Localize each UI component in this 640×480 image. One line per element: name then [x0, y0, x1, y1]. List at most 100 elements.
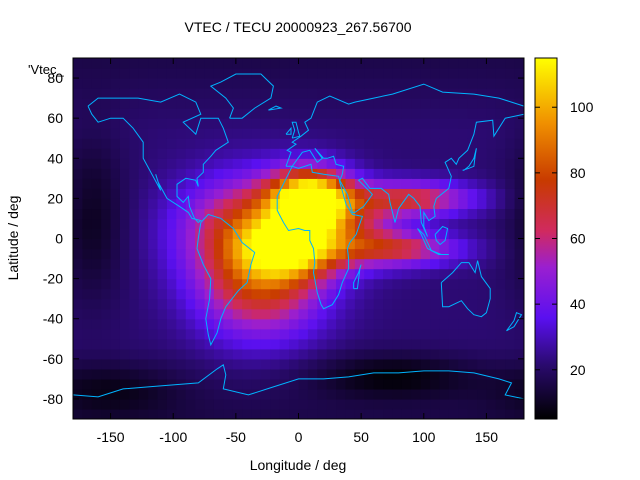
- heatmap-cell: [260, 178, 271, 189]
- x-tick-label: -50: [226, 429, 246, 445]
- coastline: [285, 83, 524, 167]
- heatmap-cell: [401, 228, 412, 240]
- heatmap-cell: [223, 348, 234, 360]
- heatmap-cell: [514, 278, 524, 290]
- heatmap-cell: [505, 198, 516, 210]
- heatmap-cell: [129, 218, 140, 230]
- heatmap-cell: [251, 258, 262, 270]
- heatmap-cell: [467, 258, 478, 270]
- heatmap-cell: [448, 258, 459, 270]
- x-tick-label: 0: [295, 429, 303, 445]
- heatmap-cell: [91, 348, 102, 360]
- heatmap-cell: [157, 328, 168, 340]
- heatmap-cell: [401, 258, 412, 270]
- heatmap-cell: [119, 388, 130, 400]
- heatmap-cell: [138, 78, 149, 89]
- heatmap-cell: [82, 108, 93, 119]
- heatmap-cell: [336, 88, 347, 99]
- heatmap-cell: [195, 398, 206, 410]
- heatmap-cell: [458, 68, 469, 79]
- heatmap-cell: [486, 268, 497, 280]
- heatmap-cell: [138, 318, 149, 330]
- heatmap-cell: [317, 68, 328, 79]
- heatmap-cell: [458, 248, 469, 260]
- heatmap-cell: [307, 378, 318, 390]
- heatmap-cell: [166, 368, 177, 380]
- heatmap-cell: [430, 78, 441, 89]
- heatmap-cell: [317, 258, 328, 270]
- heatmap-cell: [467, 398, 478, 410]
- heatmap-cell: [430, 288, 441, 300]
- heatmap-cell: [223, 368, 234, 380]
- heatmap-cell: [467, 248, 478, 260]
- heatmap-cell: [119, 148, 130, 159]
- heatmap-cell: [486, 218, 497, 230]
- heatmap-cell: [101, 178, 112, 189]
- heatmap-cell: [307, 238, 318, 250]
- heatmap-cell: [439, 288, 450, 300]
- heatmap-cell: [298, 98, 309, 109]
- heatmap-cell: [401, 328, 412, 340]
- heatmap-cell: [495, 278, 506, 290]
- heatmap-cell: [166, 258, 177, 270]
- heatmap-cell: [270, 258, 281, 270]
- heatmap-cell: [420, 408, 431, 419]
- heatmap-cell: [420, 348, 431, 360]
- heatmap-cell: [148, 98, 159, 109]
- heatmap-cell: [110, 388, 121, 400]
- heatmap-cell: [486, 308, 497, 320]
- heatmap-cell: [401, 118, 412, 129]
- heatmap-cell: [101, 248, 112, 260]
- heatmap-cell: [354, 68, 365, 79]
- heatmap-cell: [129, 128, 140, 139]
- heatmap-cell: [129, 198, 140, 210]
- heatmap-cell: [373, 138, 384, 149]
- heatmap-cell: [195, 68, 206, 79]
- heatmap-cell: [448, 248, 459, 260]
- heatmap-cell: [298, 218, 309, 230]
- heatmap-cell: [251, 398, 262, 410]
- heatmap-cell: [279, 68, 290, 79]
- heatmap-cell: [458, 288, 469, 300]
- heatmap-cell: [91, 288, 102, 300]
- heatmap-cell: [73, 358, 83, 370]
- heatmap-cell: [242, 188, 253, 199]
- heatmap-cell: [289, 348, 300, 360]
- heatmap-cell: [166, 228, 177, 240]
- heatmap-cell: [401, 308, 412, 320]
- heatmap-cell: [514, 318, 524, 330]
- heatmap-cell: [260, 318, 271, 330]
- heatmap-cell: [307, 128, 318, 139]
- heatmap-cell: [204, 348, 215, 360]
- heatmap-cell: [411, 348, 422, 360]
- heatmap-cell: [73, 208, 83, 220]
- heatmap-cell: [148, 298, 159, 310]
- heatmap-cell: [204, 98, 215, 109]
- heatmap-cell: [392, 408, 403, 419]
- heatmap-cell: [242, 198, 253, 210]
- heatmap-cell: [383, 328, 394, 340]
- heatmap-cell: [307, 68, 318, 79]
- heatmap-cell: [242, 128, 253, 139]
- heatmap-cell: [223, 158, 234, 169]
- heatmap-cell: [110, 258, 121, 270]
- heatmap-cell: [82, 388, 93, 400]
- heatmap-cell: [298, 358, 309, 370]
- heatmap-cell: [223, 408, 234, 419]
- heatmap-cell: [439, 348, 450, 360]
- heatmap-cell: [157, 378, 168, 390]
- heatmap-cell: [477, 198, 488, 210]
- heatmap-cell: [486, 298, 497, 310]
- heatmap-cell: [345, 88, 356, 99]
- heatmap-cell: [270, 338, 281, 350]
- heatmap-cell: [383, 78, 394, 89]
- heatmap-cell: [495, 358, 506, 370]
- colorbar-tick-label: 80: [570, 165, 586, 181]
- heatmap-cell: [477, 68, 488, 79]
- heatmap-cell: [392, 248, 403, 260]
- heatmap-cell: [91, 328, 102, 340]
- heatmap-cell: [223, 238, 234, 250]
- heatmap-cell: [345, 378, 356, 390]
- heatmap-cell: [420, 148, 431, 159]
